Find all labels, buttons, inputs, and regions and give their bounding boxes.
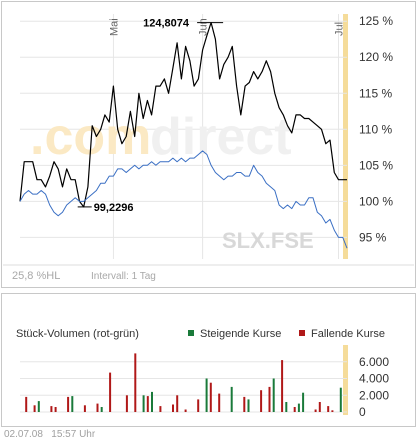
volume-bar-21 (109, 372, 112, 412)
volume-bar-3 (33, 405, 36, 412)
volume-bar-60 (272, 378, 275, 412)
volume-bars (25, 353, 342, 413)
volume-bar-71 (318, 402, 321, 412)
volume-tick-label-4000: 4.000 (359, 372, 389, 386)
price-chart-panel: .com direct SLX.FSE 95 % 100 % 105 % 110 % 1… (1, 1, 416, 288)
price-tick-label-95: 95 % (359, 230, 387, 244)
volume-bar-59 (268, 386, 271, 412)
high-value-label: 124,8074 (143, 18, 190, 30)
price-tick-label-100: 100 % (359, 194, 393, 208)
volume-highlight-band (343, 345, 348, 415)
volume-bar-65 (293, 407, 296, 412)
volume-bar-33 (159, 406, 162, 412)
benchmark-series-line (19, 150, 348, 249)
volume-tick-label-6000: 6.000 (359, 355, 389, 369)
volume-bar-31 (151, 391, 153, 412)
volume-bar-57 (260, 390, 263, 412)
watermark-direct: direct (150, 108, 292, 166)
price-tick-label-110: 110 % (359, 122, 392, 136)
price-tick-label-115: 115 % (359, 86, 392, 100)
legend-rising-swatch (188, 330, 194, 336)
volume-tick-label-2000: 2.000 (359, 388, 389, 402)
volume-bar-30 (146, 396, 149, 412)
volume-bar-66 (297, 403, 300, 412)
volume-bar-67 (302, 392, 305, 412)
volume-title: Stück-Volumen (rot-grün) (16, 328, 139, 340)
volume-bar-18 (96, 403, 99, 412)
instrument-label: SLX.FSE (222, 228, 314, 253)
volume-bar-19 (100, 407, 103, 412)
price-tick-label-125: 125 % (359, 14, 393, 28)
volume-bar-50 (230, 386, 233, 412)
price-y-axis: 95 % 100 % 105 % 110 % 115 % 120 % 125 % (359, 14, 393, 244)
price-chart: .com direct SLX.FSE 95 % 100 % 105 % 110 % 1… (3, 14, 414, 282)
month-labels: Mai Jun Jul (108, 18, 345, 36)
volume-bar-29 (142, 395, 145, 413)
volume-chart: Stück-Volumen (rot-grün) Steigende Kurse… (16, 328, 389, 419)
volume-bar-36 (172, 404, 174, 412)
volume-chart-panel: Stück-Volumen (rot-grün) Steigende Kurse… (1, 293, 416, 427)
footer-timestamp: 02.07.08 15:57 Uhr (4, 429, 95, 440)
month-label-jul: Jul (334, 22, 346, 36)
footer-date: 02.07.08 (4, 429, 43, 440)
volume-bar-11 (67, 396, 70, 412)
price-highlight-band (343, 14, 348, 259)
volume-bar-73 (327, 406, 330, 412)
volume-bar-12 (71, 396, 74, 412)
legend-falling-label: Fallende Kurse (311, 328, 385, 340)
volume-bar-1 (25, 396, 28, 412)
volume-y-axis: 0 2.000 4.000 6.000 (359, 355, 389, 419)
interval-text: Intervall: 1 Tag (91, 271, 156, 282)
volume-bar-45 (209, 382, 212, 412)
volume-bar-76 (339, 387, 342, 412)
volume-tick-label-0: 0 (359, 405, 366, 419)
volume-bar-25 (125, 395, 128, 413)
volume-bar-54 (247, 399, 250, 412)
volume-bar-62 (281, 360, 284, 412)
volume-bar-7 (50, 406, 53, 412)
volume-bar-44 (205, 378, 208, 412)
price-annotations: 124,8074 99,2296 (77, 18, 224, 214)
price-tick-label-120: 120 % (359, 50, 393, 64)
volume-bar-37 (176, 395, 179, 413)
month-label-mai: Mai (108, 18, 120, 36)
price-grid (20, 14, 347, 259)
legend-falling-swatch (299, 330, 305, 336)
hl-range-text: 25,8 %HL (12, 270, 60, 282)
volume-bar-42 (197, 399, 200, 412)
volume-bar-53 (243, 396, 246, 412)
price-series-line (19, 22, 347, 208)
low-value-label: 99,2296 (94, 202, 134, 214)
volume-bar-39 (184, 409, 187, 412)
watermark-com: .com (30, 108, 151, 166)
price-tick-label-105: 105 % (359, 158, 393, 172)
legend-rising-label: Steigende Kurse (200, 328, 281, 340)
footer-time: 15:57 Uhr (51, 429, 96, 440)
volume-bar-63 (285, 402, 288, 412)
volume-bar-74 (331, 410, 334, 412)
volume-bar-27 (134, 353, 137, 412)
volume-bar-70 (314, 409, 317, 412)
month-label-jun: Jun (198, 18, 210, 36)
volume-bar-47 (218, 393, 221, 412)
price-series-group (19, 22, 348, 249)
volume-bar-8 (54, 407, 57, 412)
volume-grid (20, 361, 347, 413)
volume-bar-15 (83, 405, 86, 412)
volume-bar-4 (37, 401, 40, 412)
